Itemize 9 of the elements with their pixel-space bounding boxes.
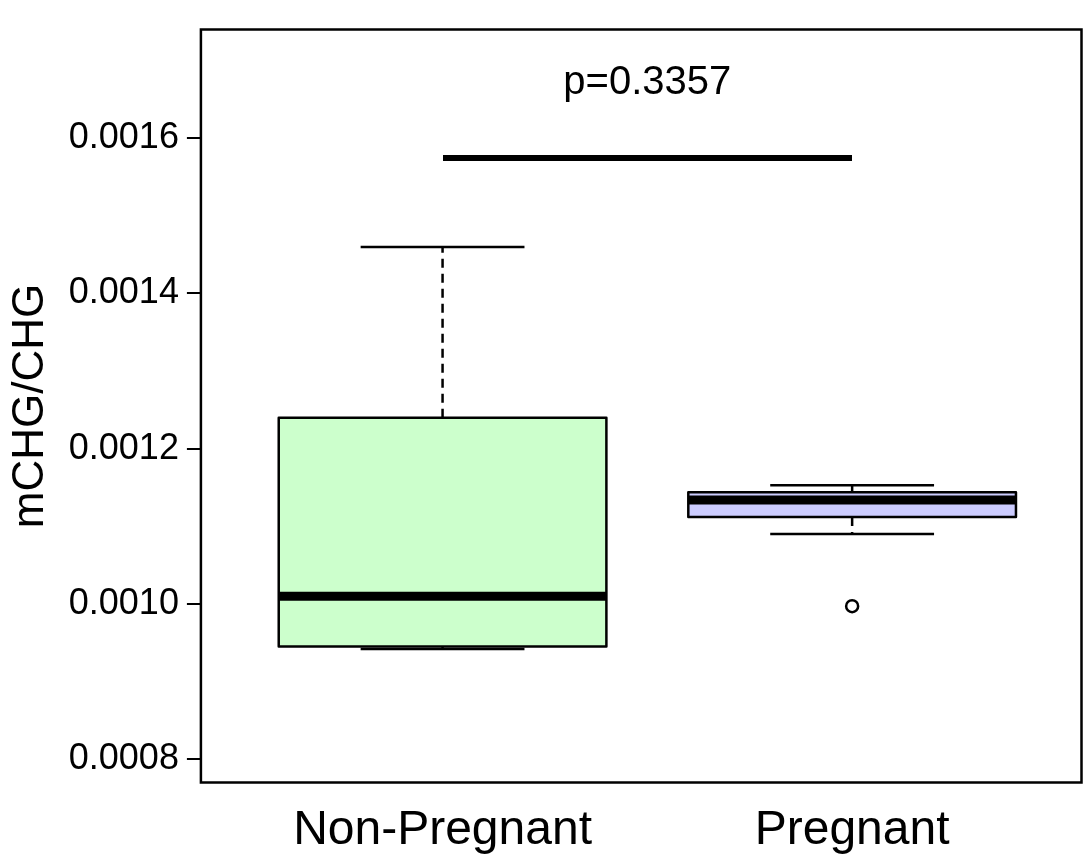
annotation: p=0.3357: [563, 58, 732, 104]
y-tick-label: 0.0014: [68, 270, 179, 312]
y-tick-label: 0.0016: [68, 115, 179, 157]
y-tick-label: 0.0010: [68, 580, 179, 622]
x-tick-label: Pregnant: [754, 801, 950, 855]
y-axis-title: mCHG/CHG: [2, 283, 52, 529]
y-tick-label: 0.0008: [68, 736, 179, 778]
x-tick-label: Non-Pregnant: [293, 801, 592, 855]
y-tick-label: 0.0012: [68, 425, 179, 467]
